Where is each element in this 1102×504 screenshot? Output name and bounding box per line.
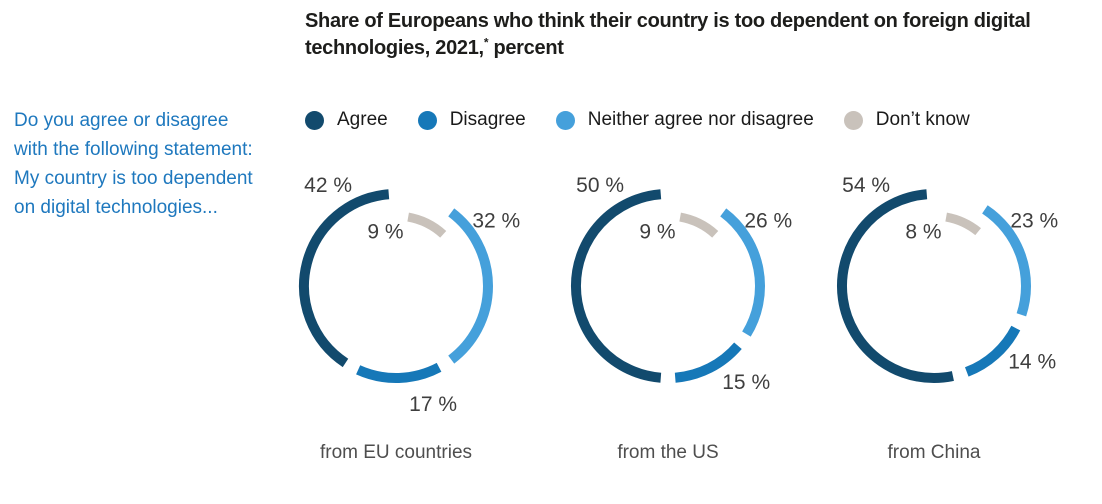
value-label-dont-know: 9 % [639,220,675,243]
donut-chart-us: 50 % 26 % 15 % 9 % [528,166,808,436]
value-label-disagree: 14 % [1008,351,1056,374]
legend-label-neither: Neither agree nor disagree [587,109,814,130]
legend-item-disagree: Disagree [417,109,526,131]
value-label-neither: 32 % [472,209,520,232]
legend-item-agree: Agree [305,109,388,131]
arc-agree [571,189,662,383]
legend: Agree Disagree Neither agree nor disagre… [305,109,970,131]
legend-dot-agree-icon [305,110,324,130]
arc-dont-know [679,212,719,238]
value-label-neither: 23 % [1010,209,1058,232]
survey-question-text: Do you agree or disagree with the follow… [14,110,253,218]
legend-dot-disagree-icon [417,110,437,130]
legend-label-disagree: Disagree [449,109,526,130]
donut-chart-china: 54 % 23 % 14 % 8 % [794,166,1074,436]
value-label-neither: 26 % [744,209,792,232]
arc-agree [299,189,390,368]
legend-dot-neither-icon [555,110,575,130]
legend-label-dont-know: Don’t know [875,109,970,130]
arc-disagree [674,342,742,383]
legend-dot-dont-know-icon [843,110,863,130]
value-label-disagree: 15 % [722,371,770,394]
value-label-dont-know: 8 % [905,220,941,243]
arc-disagree [964,325,1021,377]
value-label-disagree: 17 % [409,393,457,416]
chart-title-suffix: percent [488,37,564,59]
donut-chart-eu-countries: 42 % 32 % 17 % 9 % [256,166,536,436]
arc-dont-know [945,212,981,236]
value-label-agree: 54 % [842,174,890,197]
country-label-china: from China [887,442,981,463]
chart-title-text: Share of Europeans who think their count… [305,10,1031,59]
country-label-us: from the US [617,442,719,463]
legend-item-dont-know: Don’t know [843,109,970,131]
arc-agree [837,189,954,383]
donut-svg: 42 % 32 % 17 % 9 % [299,174,520,416]
legend-item-neither: Neither agree nor disagree [555,109,814,131]
legend-label-agree: Agree [337,109,388,130]
value-label-agree: 50 % [576,174,624,197]
value-label-agree: 42 % [304,174,352,197]
title-footnote-asterisk: * [483,35,489,50]
donut-svg: 54 % 23 % 14 % 8 % [837,174,1058,383]
arc-dont-know [407,212,447,238]
value-label-dont-know: 9 % [367,220,403,243]
arc-disagree [356,362,442,383]
arc-neither [448,208,493,364]
arc-neither [720,208,765,337]
donut-svg: 50 % 26 % 15 % 9 % [571,174,792,394]
arc-neither [982,205,1031,317]
chart-title: Share of Europeans who think their count… [305,8,1095,62]
country-label-eu-countries: from EU countries [319,442,473,463]
